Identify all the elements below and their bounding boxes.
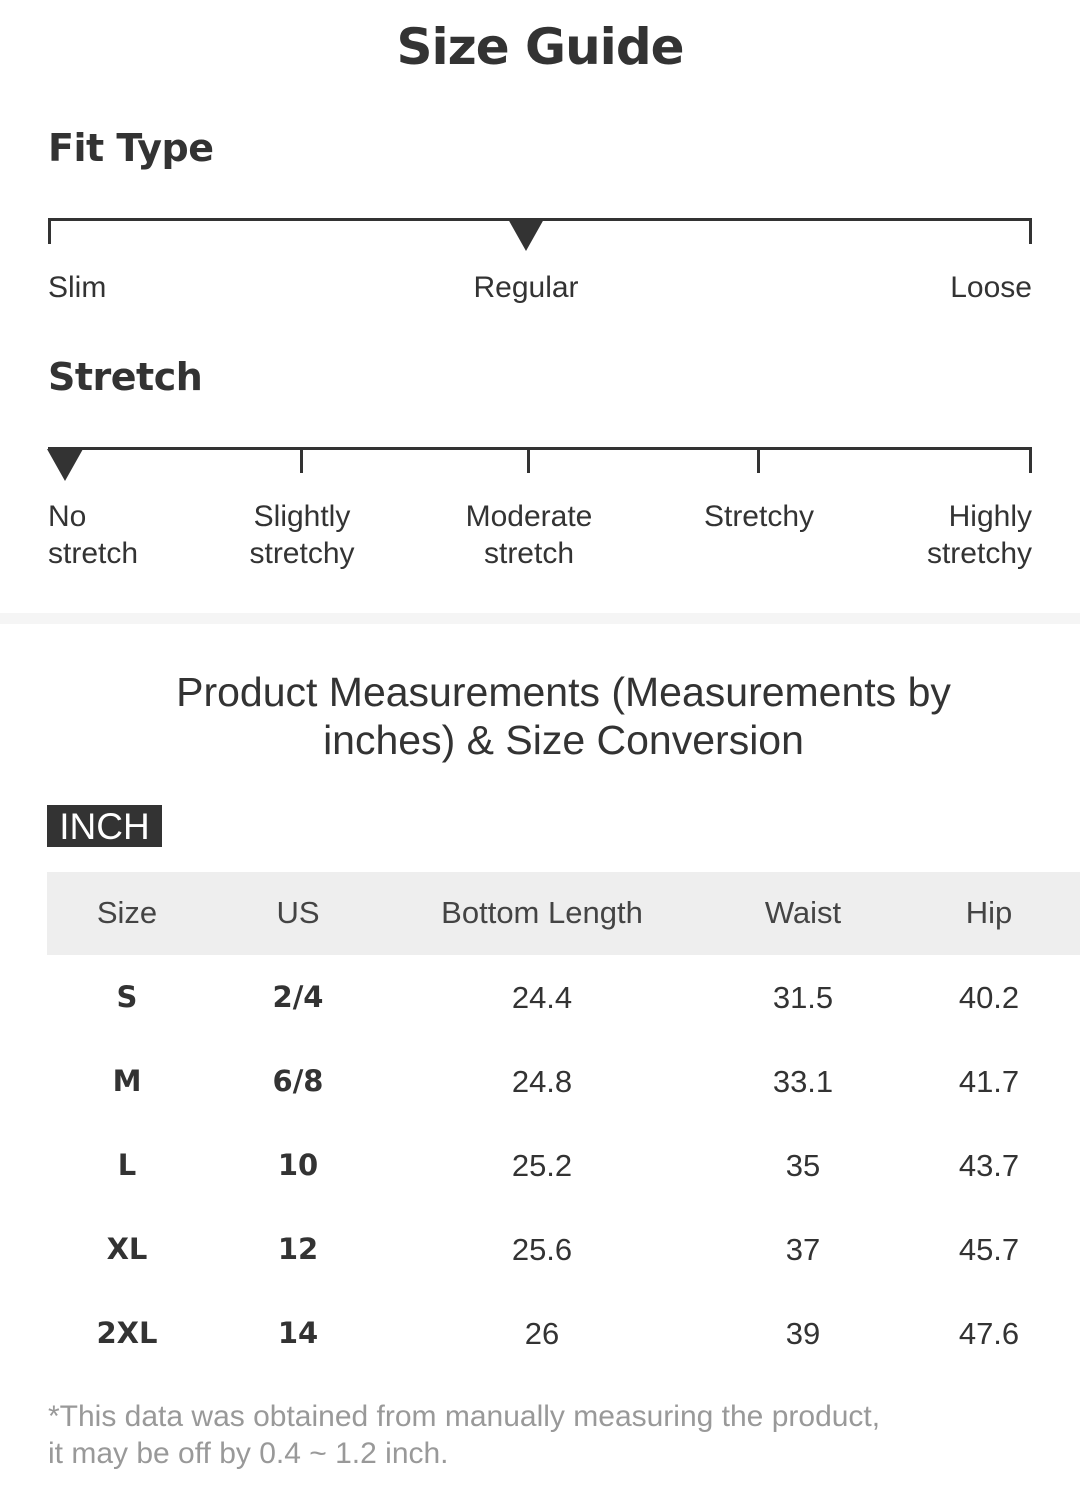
fit-label-regular: Regular (473, 271, 579, 304)
section-divider (0, 613, 1080, 624)
table-cell: 2XL (96, 1316, 158, 1350)
stretch-label-no-stretch: No stretch (48, 500, 139, 570)
scale-tick (527, 447, 530, 473)
column-header: Bottom Length (441, 895, 643, 930)
column-header: US (276, 895, 320, 930)
stretch-label-stretchy: Stretchy (703, 500, 815, 533)
measurement-note: *This data was obtained from manually me… (48, 1400, 881, 1470)
page-title: Size Guide (396, 18, 684, 76)
table-cell: 40.2 (958, 980, 1020, 1015)
stretch-label-moderate: Moderate stretch (465, 500, 593, 570)
table-cell: 6/8 (272, 1064, 324, 1098)
scale-tick (1029, 218, 1032, 244)
table-cell: 45.7 (958, 1232, 1020, 1267)
scale-tick (1029, 447, 1032, 473)
table-cell: 24.8 (511, 1064, 573, 1099)
table-cell: S (116, 980, 138, 1014)
scale-tick (757, 447, 760, 473)
fit-label-slim: Slim (48, 271, 107, 304)
table-cell: 26 (524, 1316, 560, 1351)
table-cell: 37 (785, 1232, 821, 1267)
table-cell: M (112, 1064, 142, 1098)
column-header: Waist (764, 895, 842, 930)
stretch-heading: Stretch (48, 355, 203, 399)
fit-indicator-icon (508, 219, 544, 251)
table-cell: 33.1 (772, 1064, 834, 1099)
column-header: Hip (965, 895, 1013, 930)
table-cell: L (117, 1148, 137, 1182)
scale-tick (300, 447, 303, 473)
table-cell: XL (106, 1232, 148, 1266)
stretch-indicator-icon (47, 449, 83, 481)
table-cell: 14 (277, 1316, 319, 1350)
table-cell: 12 (277, 1232, 319, 1266)
table-cell: 39 (785, 1316, 821, 1351)
table-cell: 43.7 (958, 1148, 1020, 1183)
table-cell: 25.6 (511, 1232, 573, 1267)
table-cell: 31.5 (772, 980, 834, 1015)
unit-badge: INCH (47, 805, 162, 847)
table-cell: 2/4 (272, 980, 324, 1014)
column-header: Size (96, 895, 158, 930)
table-cell: 47.6 (958, 1316, 1020, 1351)
table-cell: 10 (277, 1148, 319, 1182)
stretch-label-highly: Highly stretchy (926, 500, 1032, 570)
fit-type-heading: Fit Type (48, 126, 214, 170)
table-cell: 35 (785, 1148, 821, 1183)
table-cell: 24.4 (511, 980, 573, 1015)
table-cell: 41.7 (958, 1064, 1020, 1099)
fit-label-loose: Loose (950, 271, 1032, 304)
table-header (47, 872, 1080, 955)
scale-tick (48, 218, 51, 244)
table-cell: 25.2 (511, 1148, 573, 1183)
stretch-label-slightly: Slightly stretchy (249, 500, 355, 570)
measurements-title: Product Measurements (Measurements by inc… (176, 669, 951, 763)
scale-line (48, 447, 1032, 450)
